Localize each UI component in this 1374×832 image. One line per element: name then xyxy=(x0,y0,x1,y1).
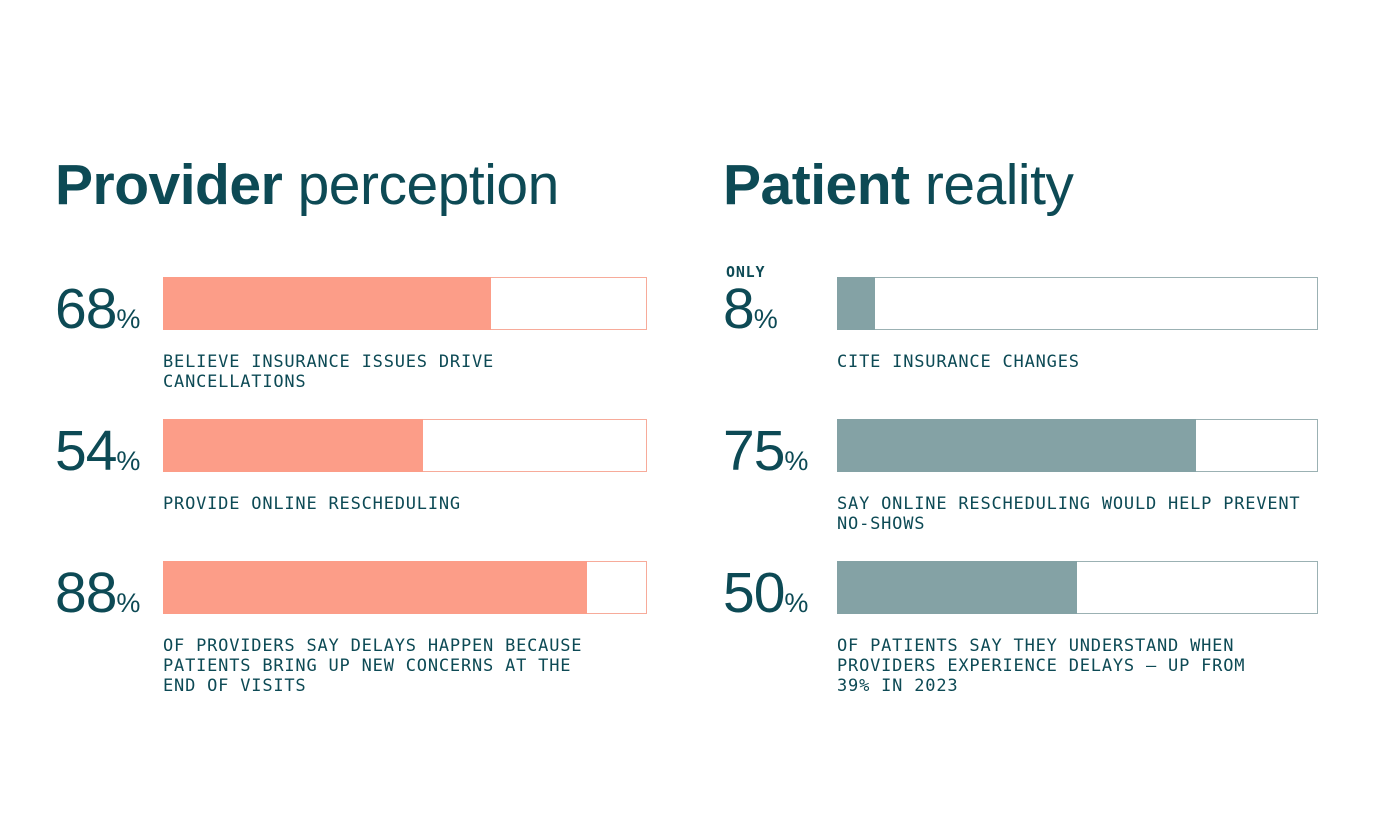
stat-bar-block: BELIEVE INSURANCE ISSUES DRIVE CANCELLAT… xyxy=(163,277,647,392)
stat-number-block: 88% xyxy=(55,561,163,630)
stat-value: 54% xyxy=(55,423,163,488)
title-regular-word: reality xyxy=(909,153,1074,217)
stat-number: 75 xyxy=(723,419,785,483)
stat-value: 75% xyxy=(723,423,837,488)
stat-number: 8 xyxy=(723,277,755,341)
stat-number: 88 xyxy=(55,561,117,625)
stat-number-block: 75% xyxy=(723,419,837,488)
percent-sign: % xyxy=(116,588,141,618)
stat-number: 50 xyxy=(723,561,785,625)
stat-bar-block: OF PROVIDERS SAY DELAYS HAPPEN BECAUSE P… xyxy=(163,561,647,696)
percent-sign: % xyxy=(784,588,809,618)
provider-stat-row-rescheduling: 54% PROVIDE ONLINE RESCHEDULING xyxy=(55,419,647,561)
bar-track xyxy=(163,277,647,330)
bar-track xyxy=(163,561,647,614)
bar-track xyxy=(837,419,1318,472)
two-column-comparison: Provider perception 68% BELIEVE INSURANC… xyxy=(55,153,1374,696)
stat-bar-block: OF PATIENTS SAY THEY UNDERSTAND WHEN PRO… xyxy=(837,561,1318,696)
provider-stat-row-delays: 88% OF PROVIDERS SAY DELAYS HAPPEN BECAU… xyxy=(55,561,647,696)
stat-number-block: ONLY 8% xyxy=(723,263,837,346)
stat-value: 50% xyxy=(723,565,837,630)
stat-bar-block: SAY ONLINE RESCHEDULING WOULD HELP PREVE… xyxy=(837,419,1318,534)
patient-stat-row-insurance: ONLY 8% CITE INSURANCE CHANGES xyxy=(723,263,1318,419)
provider-stat-row-insurance: 68% BELIEVE INSURANCE ISSUES DRIVE CANCE… xyxy=(55,277,647,419)
title-bold-word: Provider xyxy=(55,153,283,217)
stat-caption: PROVIDE ONLINE RESCHEDULING xyxy=(163,494,461,514)
stat-number: 68 xyxy=(55,277,117,341)
bar-fill xyxy=(163,277,491,330)
percent-sign: % xyxy=(753,304,778,334)
stat-number-block: 68% xyxy=(55,277,163,346)
provider-column-title: Provider perception xyxy=(55,153,647,218)
stat-caption: OF PATIENTS SAY THEY UNDERSTAND WHEN PRO… xyxy=(837,636,1246,696)
stat-value: 68% xyxy=(55,281,163,346)
bar-fill xyxy=(837,277,876,330)
provider-perception-column: Provider perception 68% BELIEVE INSURANC… xyxy=(55,153,647,696)
only-kicker-label: ONLY xyxy=(726,263,766,281)
percent-sign: % xyxy=(784,446,809,476)
stat-caption: SAY ONLINE RESCHEDULING WOULD HELP PREVE… xyxy=(837,494,1301,534)
patient-stat-row-rescheduling: 75% SAY ONLINE RESCHEDULING WOULD HELP P… xyxy=(723,419,1318,561)
stat-caption: CITE INSURANCE CHANGES xyxy=(837,352,1080,372)
stat-bar-block: PROVIDE ONLINE RESCHEDULING xyxy=(163,419,647,514)
percent-sign: % xyxy=(116,304,141,334)
bar-fill xyxy=(163,419,424,472)
stat-bar-block: CITE INSURANCE CHANGES xyxy=(837,277,1318,372)
bar-track xyxy=(163,419,647,472)
percent-sign: % xyxy=(116,446,141,476)
stat-caption: BELIEVE INSURANCE ISSUES DRIVE CANCELLAT… xyxy=(163,352,495,392)
stat-number-block: 50% xyxy=(723,561,837,630)
bar-fill xyxy=(163,561,588,614)
patient-reality-column: Patient reality ONLY 8% CITE INSURANCE C… xyxy=(723,153,1318,696)
bar-track xyxy=(837,561,1318,614)
bar-fill xyxy=(837,419,1197,472)
stat-caption: OF PROVIDERS SAY DELAYS HAPPEN BECAUSE P… xyxy=(163,636,583,696)
bar-fill xyxy=(837,561,1077,614)
title-regular-word: perception xyxy=(282,153,560,217)
bar-track xyxy=(837,277,1318,330)
stat-number: 54 xyxy=(55,419,117,483)
patient-stat-row-delays: 50% OF PATIENTS SAY THEY UNDERSTAND WHEN… xyxy=(723,561,1318,696)
title-bold-word: Patient xyxy=(723,153,910,217)
patient-column-title: Patient reality xyxy=(723,153,1318,218)
stat-value: 8% xyxy=(723,281,837,346)
stat-value: 88% xyxy=(55,565,163,630)
stat-number-block: 54% xyxy=(55,419,163,488)
